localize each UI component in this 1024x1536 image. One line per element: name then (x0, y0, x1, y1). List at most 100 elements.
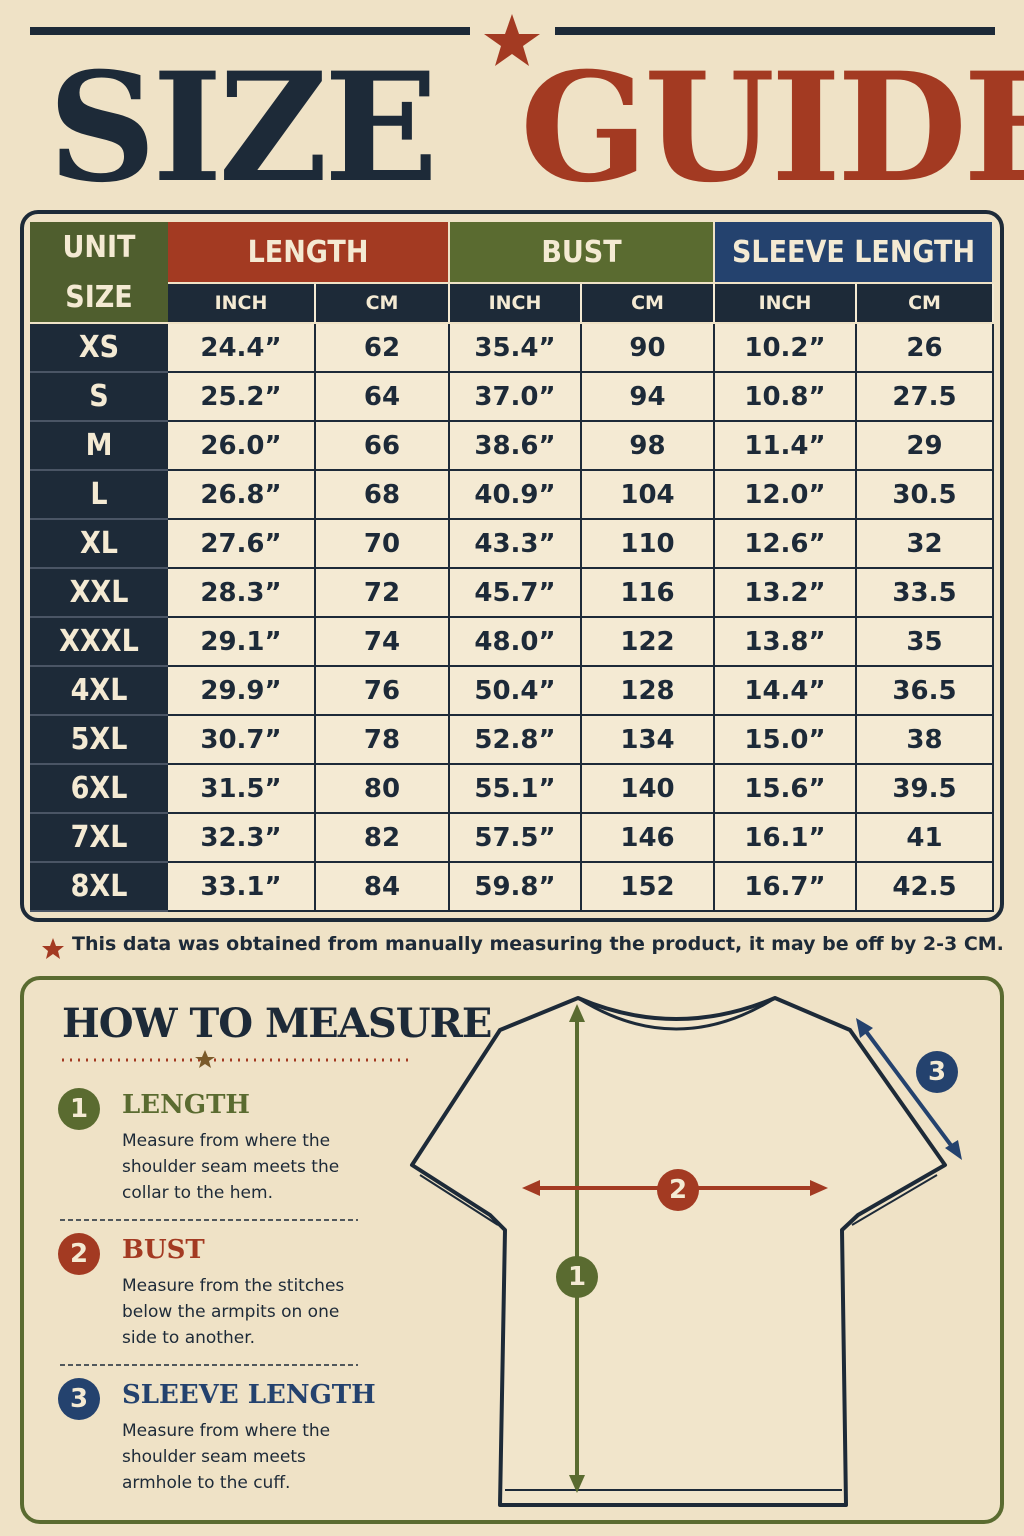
table-cell: 70 (316, 520, 450, 569)
table-cell: 74 (316, 618, 450, 667)
top-rule (555, 27, 995, 35)
size-label: S (30, 373, 168, 422)
table-cell: 72 (316, 569, 450, 618)
size-label: 8XL (30, 863, 168, 912)
table-cell: 40.9” (450, 471, 582, 520)
size-label: M (30, 422, 168, 471)
diagram-number: 3 (916, 1051, 958, 1093)
table-cell: 59.8” (450, 863, 582, 912)
table-cell: 13.8” (715, 618, 857, 667)
table-cell: 78 (316, 716, 450, 765)
arrow-head (569, 1475, 585, 1493)
table-cell: 48.0” (450, 618, 582, 667)
table-cell: 35.4” (450, 324, 582, 373)
size-label: XS (30, 324, 168, 373)
note: This data was obtained from manually mea… (72, 933, 1004, 955)
sleeve-arrow (860, 1024, 958, 1154)
table-cell: 110 (582, 520, 715, 569)
top-rule (30, 27, 470, 35)
size-label: XXXL (30, 618, 168, 667)
seams (419, 1174, 938, 1491)
table-cell: 26.8” (168, 471, 316, 520)
table-cell: 28.3” (168, 569, 316, 618)
arrow-head (569, 1004, 585, 1022)
size-label: XXL (30, 569, 168, 618)
table-cell: 68 (316, 471, 450, 520)
table-cell: 37.0” (450, 373, 582, 422)
panel-frame (20, 976, 1004, 1524)
table-cell: 36.5 (857, 667, 994, 716)
star (42, 938, 64, 959)
table-cell: 39.5 (857, 765, 994, 814)
arrow-head (856, 1018, 873, 1038)
table-cell: 10.2” (715, 324, 857, 373)
table-cell: 29 (857, 422, 994, 471)
unit-header: CM (857, 284, 994, 322)
table-cell: 94 (582, 373, 715, 422)
table-cell: 33.5 (857, 569, 994, 618)
unit-header: INCH (168, 284, 316, 322)
step-title: LENGTH (122, 1090, 250, 1120)
step-text: Measure from the stitches below the armp… (122, 1276, 345, 1348)
table-cell: 25.2” (168, 373, 316, 422)
group-header: LENGTH (168, 222, 448, 282)
tshirt (410, 996, 947, 1507)
table-cell: 26 (857, 324, 994, 373)
size-label: L (30, 471, 168, 520)
collar (577, 996, 776, 1031)
unit-header: INCH (450, 284, 582, 322)
table-cell: 45.7” (450, 569, 582, 618)
table-cell: 98 (582, 422, 715, 471)
table-cell: 33.1” (168, 863, 316, 912)
table-cell: 57.5” (450, 814, 582, 863)
arrow-head (945, 1140, 962, 1160)
group-header: BUST (450, 222, 713, 282)
table-cell: 50.4” (450, 667, 582, 716)
table-cell: 16.1” (715, 814, 857, 863)
table-cell: 43.3” (450, 520, 582, 569)
table-cell: 52.8” (450, 716, 582, 765)
table-cell: 66 (316, 422, 450, 471)
table-cell: 42.5 (857, 863, 994, 912)
step-number: 3 (58, 1378, 100, 1420)
step-title: BUST (122, 1235, 205, 1265)
table-cell: 26.0” (168, 422, 316, 471)
table-cell: 11.4” (715, 422, 857, 471)
table-cell: 64 (316, 373, 450, 422)
star (484, 14, 540, 66)
table-cell: 31.5” (168, 765, 316, 814)
step-text: Measure from where the shoulder seam mee… (122, 1421, 331, 1493)
table-cell: 38.6” (450, 422, 582, 471)
arrow-head (810, 1180, 828, 1196)
table-cell: 10.8” (715, 373, 857, 422)
table-cell: 12.0” (715, 471, 857, 520)
table-cell: 90 (582, 324, 715, 373)
table-cell: 152 (582, 863, 715, 912)
diagram-number: 2 (657, 1169, 699, 1211)
table-cell: 29.9” (168, 667, 316, 716)
title-left: SIZE (48, 40, 438, 216)
table-cell: 29.1” (168, 618, 316, 667)
table-cell: 27.6” (168, 520, 316, 569)
table-cell: 35 (857, 618, 994, 667)
table-cell: 76 (316, 667, 450, 716)
table-frame (20, 210, 1004, 922)
table-cell: 30.7” (168, 716, 316, 765)
table-cell: 13.2” (715, 569, 857, 618)
size-label: 4XL (30, 667, 168, 716)
table-cell: 84 (316, 863, 450, 912)
table-cell: 15.6” (715, 765, 857, 814)
size-label: 6XL (30, 765, 168, 814)
table-cell: 128 (582, 667, 715, 716)
unit-header: INCH (715, 284, 857, 322)
table-cell: 116 (582, 569, 715, 618)
step-number: 1 (58, 1088, 100, 1130)
table-cell: 146 (582, 814, 715, 863)
table-cell: 62 (316, 324, 450, 373)
arrow-head (522, 1180, 540, 1196)
size-label: 7XL (30, 814, 168, 863)
table-cell: 27.5 (857, 373, 994, 422)
table-cell: 82 (316, 814, 450, 863)
size-label: XL (30, 520, 168, 569)
table-cell: 38 (857, 716, 994, 765)
